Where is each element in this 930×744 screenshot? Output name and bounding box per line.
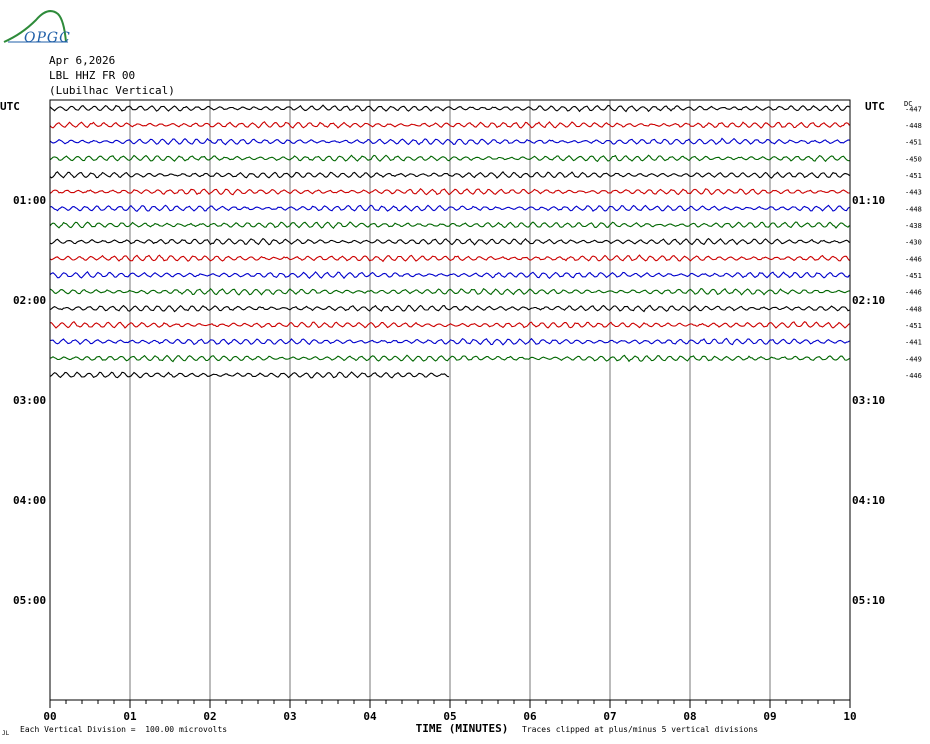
x-axis-title: TIME (MINUTES) (416, 722, 509, 735)
left-time-label: 03:00 (13, 394, 46, 407)
x-tick-label: 06 (523, 710, 537, 723)
dc-offset-label: -443 (905, 189, 922, 197)
x-tick-label: 10 (843, 710, 856, 723)
x-tick-label: 07 (603, 710, 616, 723)
x-axis-ticks: 00 01 02 03 04 05 06 07 08 09 10 TIME (MINUTES) (43, 700, 857, 735)
dc-offset-label: -430 (905, 239, 922, 247)
seismic-trace (49, 204, 850, 212)
dc-title: DC (904, 100, 912, 108)
seismic-trace (49, 354, 850, 363)
x-tick-label: 05 (443, 710, 456, 723)
dc-offset-label: -446 (905, 289, 922, 297)
right-time-label: 03:10 (852, 394, 885, 407)
seismic-trace (49, 320, 850, 329)
logo-text: OPGC (24, 30, 71, 46)
dc-offset-label: -447 (905, 105, 922, 113)
x-tick-label: 09 (763, 710, 776, 723)
seismic-trace (49, 237, 850, 246)
time-labels: UTC UTC 01:00 02:00 03:00 04:00 05:00 01:10 02:1… (0, 100, 885, 607)
seismic-trace (49, 254, 850, 263)
seismic-trace (49, 188, 850, 196)
x-tick-label: 04 (363, 710, 377, 723)
dc-offset-label: -451 (905, 272, 922, 280)
opgc-logo: OPGC (2, 4, 72, 46)
seismic-trace (49, 104, 850, 113)
seismic-trace (49, 287, 850, 296)
right-time-label: 05:10 (852, 594, 885, 607)
x-tick-label: 02 (203, 710, 216, 723)
left-time-label: 02:00 (13, 294, 46, 307)
right-utc-title: UTC (865, 100, 885, 113)
dc-offset-label: -448 (905, 122, 922, 130)
left-time-label: 01:00 (13, 194, 46, 207)
dc-offset-labels: DC-447 -448 -451 -450 -451 -443 -448 -438 -430 -4… (904, 100, 922, 380)
left-utc-title: UTC (0, 100, 20, 113)
clip-note: Traces clipped at plus/minus 5 vertical … (522, 725, 759, 734)
left-time-label: 05:00 (13, 594, 46, 607)
dc-offset-label: -449 (905, 355, 922, 363)
x-tick-label: 08 (683, 710, 696, 723)
dc-offset-label: -451 (905, 322, 922, 330)
seismic-trace (49, 221, 850, 230)
seismic-trace (49, 137, 850, 146)
dc-offset-label: -451 (905, 172, 922, 180)
dc-offset-label: -446 (905, 372, 922, 380)
right-time-label: 02:10 (852, 294, 885, 307)
division-note: Each Vertical Division = 100.00 microvol… (20, 725, 228, 734)
seismic-trace (49, 270, 850, 280)
dc-offset-label: -448 (905, 205, 922, 213)
seismic-trace (49, 337, 850, 346)
dc-offset-label: -441 (905, 339, 922, 347)
dc-offset-label: -446 (905, 255, 922, 263)
dc-offset-label: -438 (905, 222, 922, 230)
header-station: LBL HHZ FR 00 (49, 69, 136, 82)
header-description: (Lubilhac Vertical) (49, 84, 175, 97)
seismic-trace (49, 121, 850, 129)
seismic-trace (49, 154, 850, 163)
seismic-trace (49, 170, 850, 179)
right-time-label: 04:10 (852, 494, 885, 507)
dc-offset-label: -448 (905, 305, 922, 313)
grid-lines (129, 100, 771, 700)
x-tick-label: 01 (123, 710, 137, 723)
header-date: Apr 6,2026 (49, 54, 116, 67)
left-time-label: 04:00 (13, 494, 46, 507)
dc-offset-label: -451 (905, 139, 922, 147)
seismic-trace (49, 371, 450, 379)
seismic-trace (49, 304, 850, 313)
x-tick-label: 03 (283, 710, 296, 723)
dc-offset-label: -450 (905, 155, 922, 163)
right-time-label: 01:10 (852, 194, 885, 207)
x-tick-label: 00 (43, 710, 56, 723)
trace-group (49, 104, 850, 379)
corner-mark: JL (2, 730, 10, 737)
